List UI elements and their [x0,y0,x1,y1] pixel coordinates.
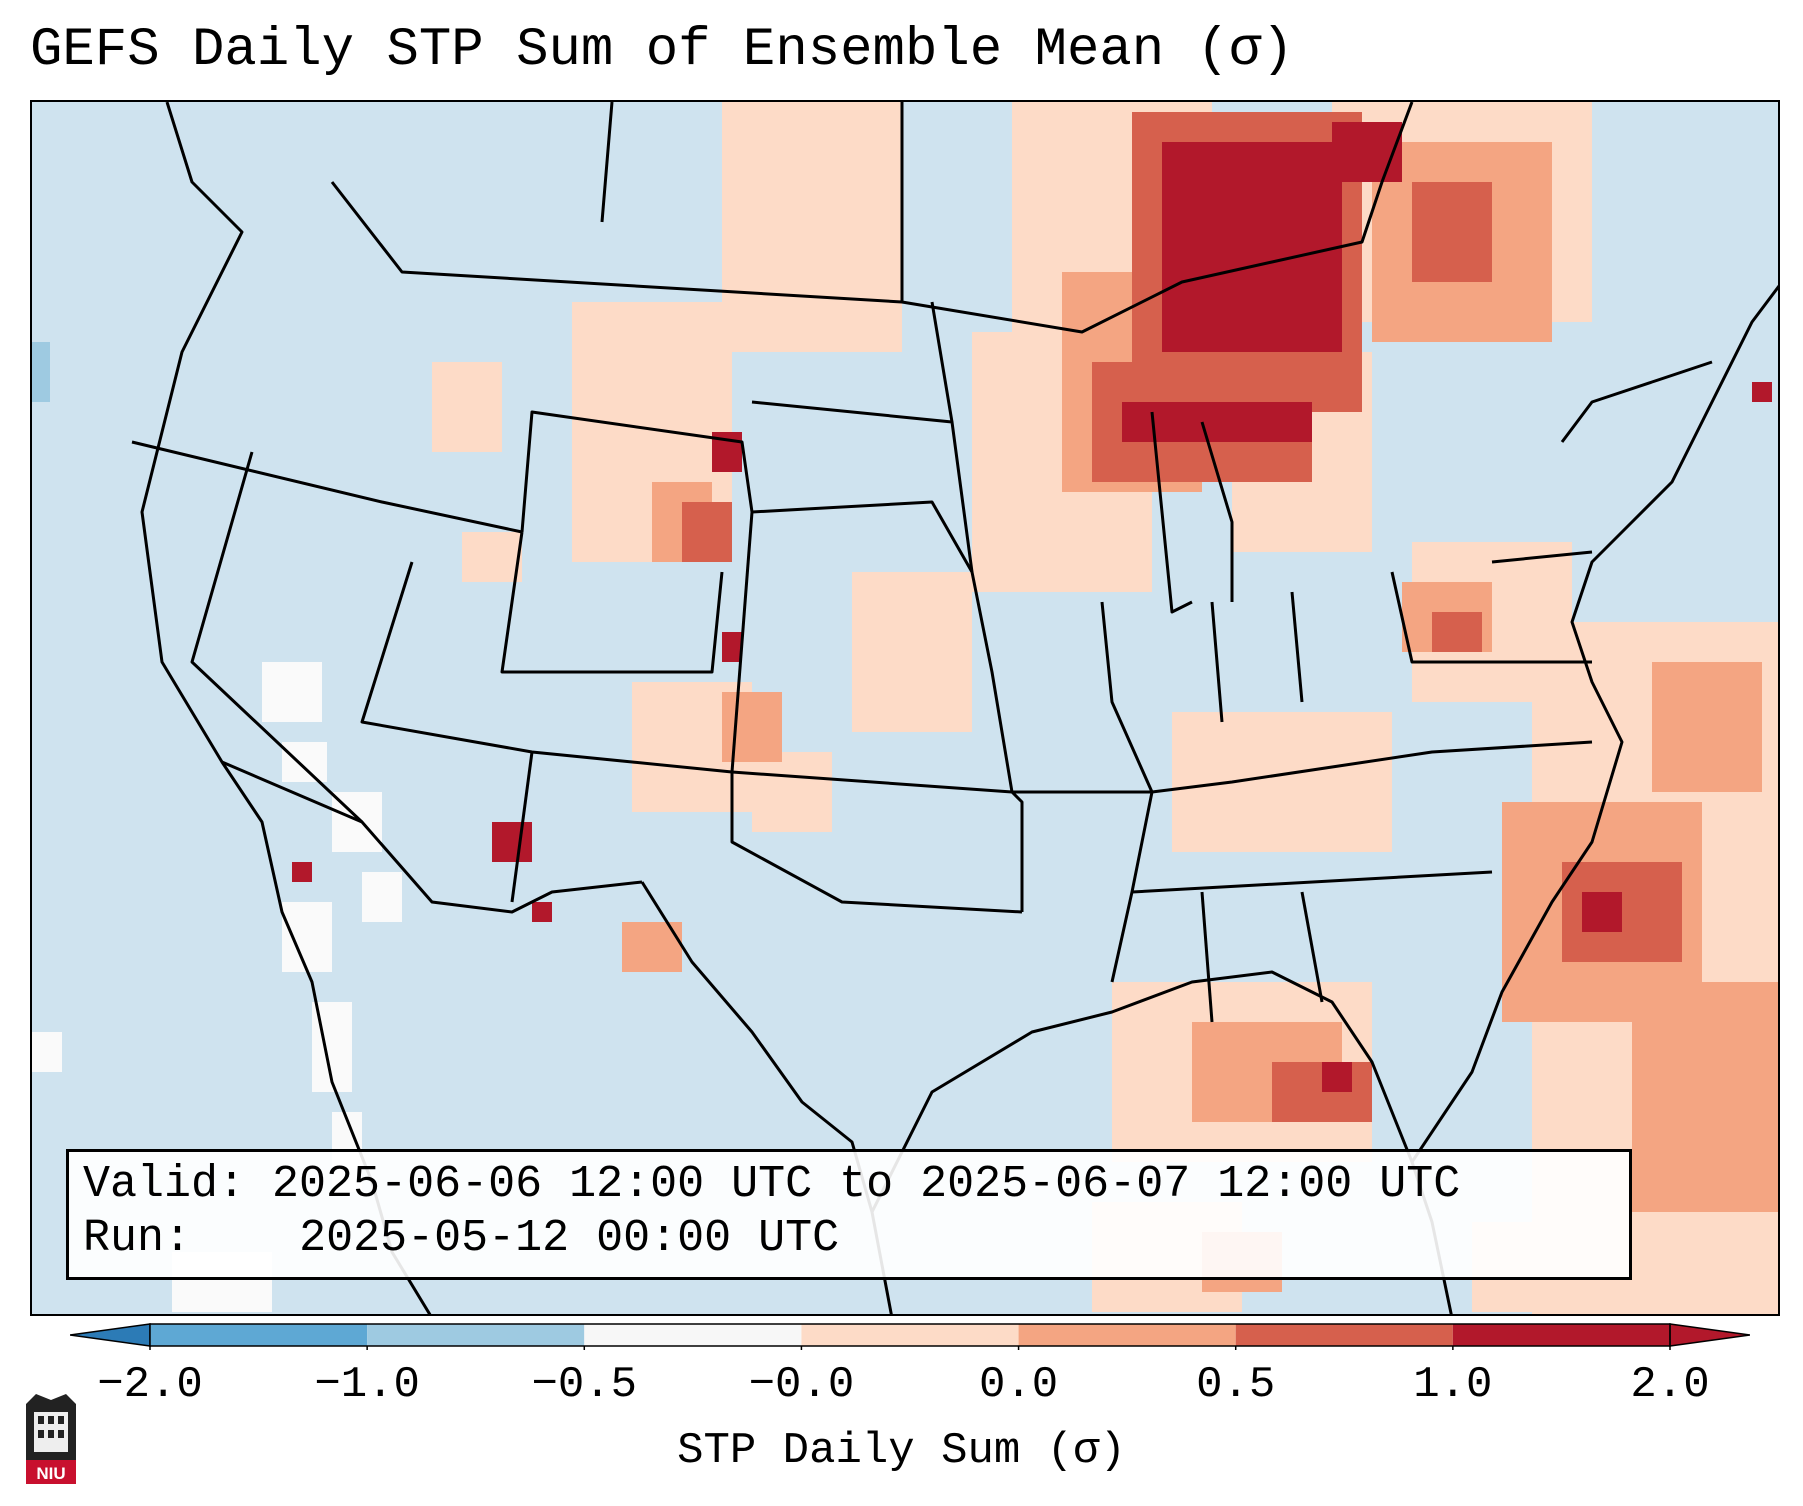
colorbar [70,1323,1750,1350]
colorbar-extend-low [70,1323,151,1347]
logo-text: NIU [36,1464,65,1483]
colorbar-tick-label: 2.0 [1630,1360,1710,1410]
run-line: Run: 2025-05-12 00:00 UTC [83,1212,1615,1266]
colorbar-segment [801,1324,1019,1346]
colorbar-segment [1452,1324,1670,1346]
valid-line: Valid: 2025-06-06 12:00 UTC to 2025-06-0… [83,1158,1615,1212]
colorbar-tick-label: 0.5 [1196,1360,1276,1410]
colorbar-segment [367,1324,585,1346]
map-panel[interactable] [30,100,1780,1316]
stp-map [32,102,1778,1314]
colorbar-tick-label: 1.0 [1413,1360,1493,1410]
valid-value: 2025-06-06 12:00 UTC to 2025-06-07 12:00… [272,1159,1461,1210]
colorbar-tick-label: −2.0 [97,1360,203,1410]
valid-label: Valid: [83,1159,246,1210]
run-label: Run: [83,1213,192,1264]
colorbar-label: STP Daily Sum (σ) [677,1426,1126,1476]
chart-title: GEFS Daily STP Sum of Ensemble Mean (σ) [30,20,1294,81]
colorbar-tick-label: −1.0 [314,1360,420,1410]
geographic-borders [131,102,1778,1314]
colorbar-outline [149,1323,1671,1347]
stp-positive-extreme [292,122,1772,1092]
stp-positive-mid [622,142,1778,1292]
niu-logo: NIU [26,1394,76,1484]
colorbar-segment [150,1324,368,1346]
sigma-patch-blue [32,342,50,402]
colorbar-tick-label: −0.5 [531,1360,638,1410]
colorbar-segment [584,1324,802,1346]
colorbar-tick-label: 0.0 [978,1360,1059,1410]
valid-run-infobox: Valid: 2025-06-06 12:00 UTC to 2025-06-0… [66,1149,1632,1280]
colorbar-segment [1018,1324,1236,1346]
colorbar-extend-high [1669,1323,1750,1347]
run-value: 2025-05-12 00:00 UTC [299,1213,840,1264]
colorbar-tick-label: −0.0 [748,1360,855,1410]
colorbar-segment [1235,1324,1453,1346]
